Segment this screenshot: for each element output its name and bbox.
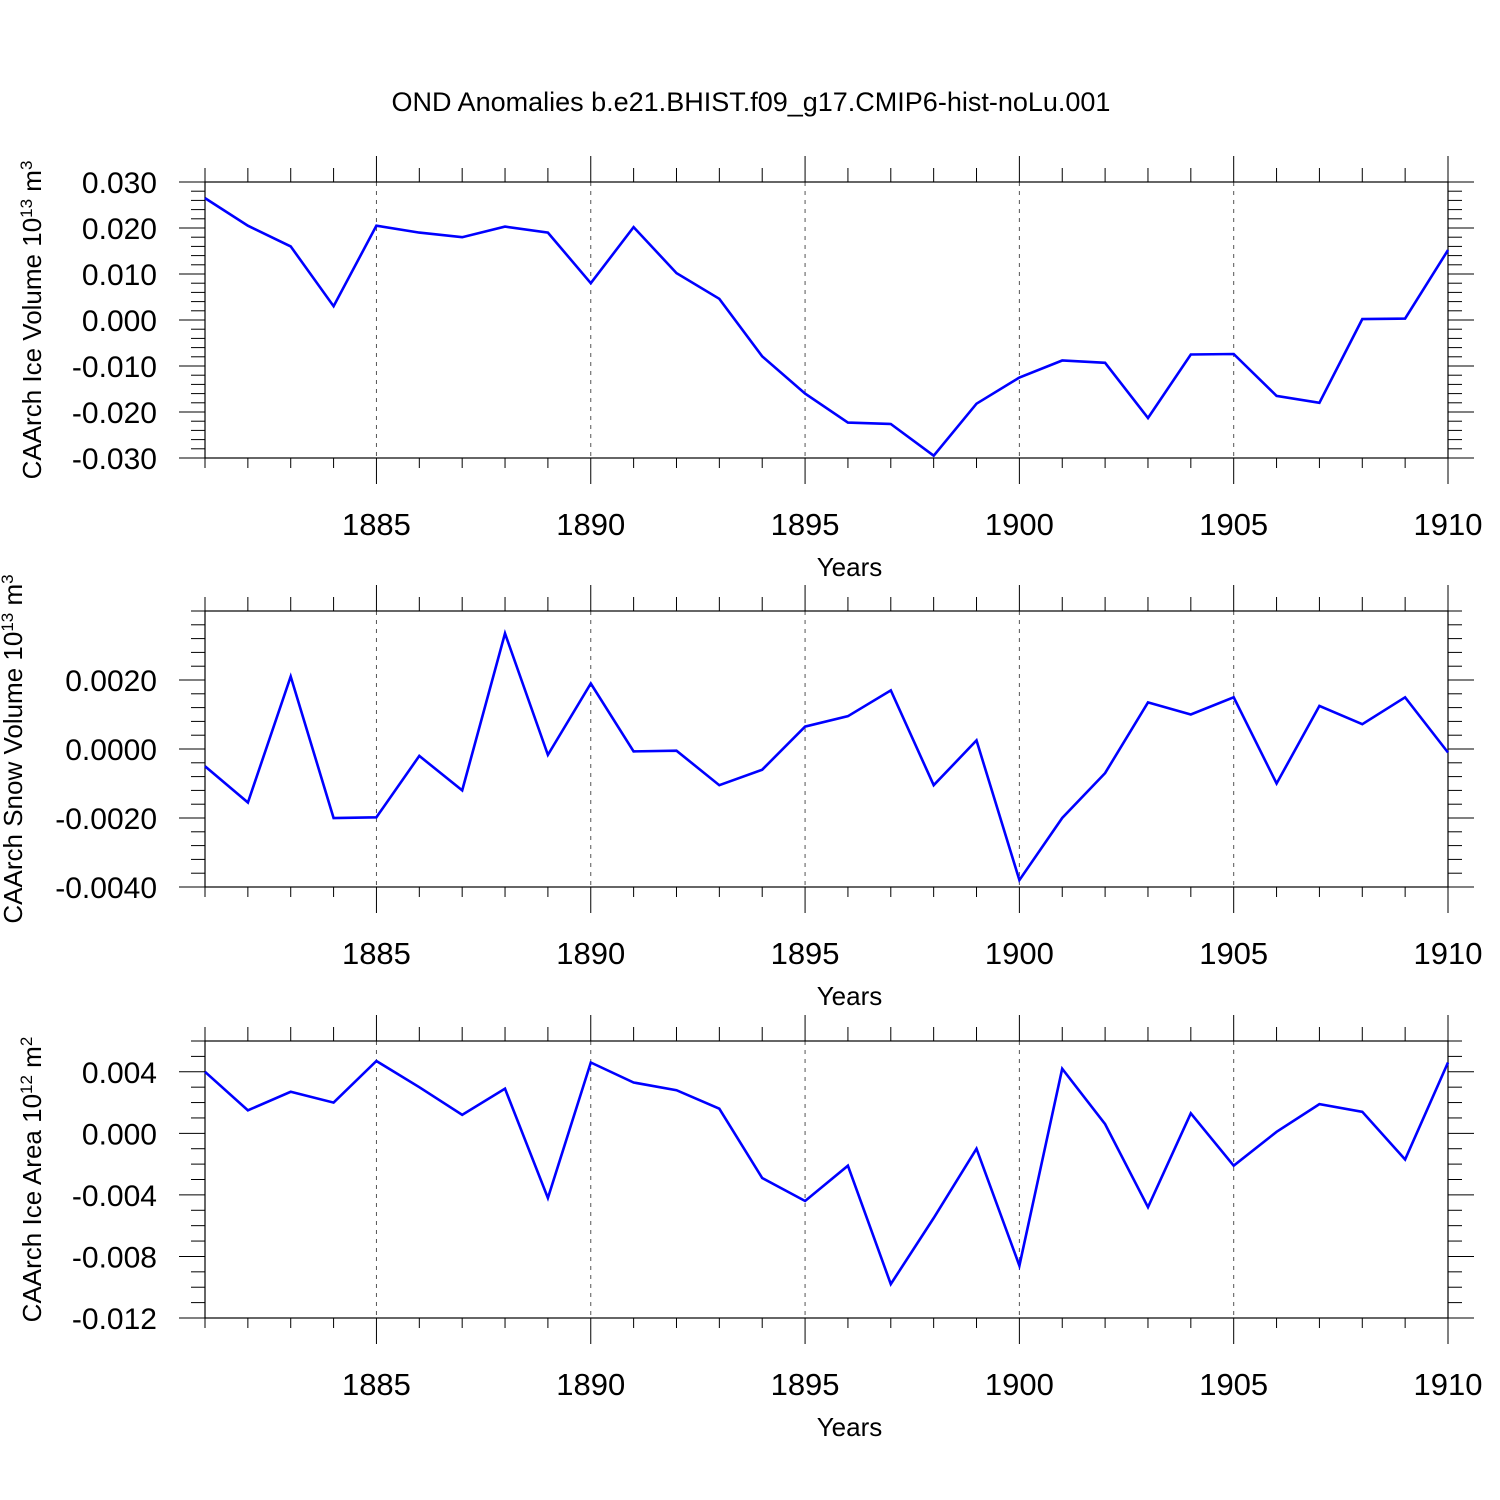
panel-2: -0.0040 -0.0020 0.0000 0.0020 1885 1890 1895 19… — [0, 574, 1482, 1011]
y-tick-label: 0.0000 — [65, 734, 157, 767]
y-tick-label: -0.020 — [72, 397, 157, 430]
x-tick-label: 1895 — [771, 1367, 840, 1402]
x-axis-label: Years — [817, 552, 883, 582]
y-axis-label: CAArch Ice Area 1012 m2 — [17, 1037, 48, 1323]
series-line — [204, 1059, 1450, 1287]
y-axis-label: CAArch Snow Volume 1013 m3 — [0, 574, 28, 923]
x-tick-label: 1910 — [1414, 507, 1483, 542]
x-tick-label: 1890 — [556, 1367, 625, 1402]
series-line — [204, 197, 1450, 458]
x-tick-label: 1895 — [771, 936, 840, 971]
panels: -0.030 -0.020 -0.010 0.000 0.010 0.020 0.030 18… — [0, 156, 1482, 1442]
y-axis-label: CAArch Ice Volume 1013 m3 — [17, 161, 48, 480]
x-tick-label: 1885 — [342, 507, 411, 542]
y-tick-label: -0.010 — [72, 351, 157, 384]
y-tick-label: 0.000 — [82, 1118, 157, 1151]
x-tick-label: 1895 — [771, 507, 840, 542]
x-tick-label: 1905 — [1199, 507, 1268, 542]
x-tick-label: 1885 — [342, 936, 411, 971]
x-tick-label: 1900 — [985, 507, 1054, 542]
y-tick-label: 0.030 — [82, 167, 157, 200]
y-tick-label: 0.004 — [82, 1057, 157, 1090]
y-tick-label: -0.008 — [72, 1241, 157, 1274]
x-tick-label: 1905 — [1199, 936, 1268, 971]
x-tick-label: 1900 — [985, 1367, 1054, 1402]
chart-title: OND Anomalies b.e21.BHIST.f09_g17.CMIP6-… — [392, 87, 1111, 117]
y-tick-label: -0.0040 — [55, 872, 157, 905]
y-tick-label: -0.004 — [72, 1180, 157, 1213]
y-tick-label: -0.012 — [72, 1303, 157, 1336]
x-axis-label: Years — [817, 981, 883, 1011]
x-tick-label: 1890 — [556, 936, 625, 971]
y-tick-label: 0.010 — [82, 259, 157, 292]
x-tick-label: 1885 — [342, 1367, 411, 1402]
x-axis-label: Years — [817, 1412, 883, 1442]
panel-1: -0.030 -0.020 -0.010 0.000 0.010 0.020 0.030 18… — [17, 156, 1483, 582]
x-tick-label: 1905 — [1199, 1367, 1268, 1402]
y-tick-label: 0.000 — [82, 305, 157, 338]
x-tick-label: 1900 — [985, 936, 1054, 971]
x-tick-label: 1910 — [1414, 1367, 1483, 1402]
y-tick-label: 0.020 — [82, 213, 157, 246]
x-tick-label: 1910 — [1414, 936, 1483, 971]
x-tick-label: 1890 — [556, 507, 625, 542]
series-line — [204, 629, 1450, 884]
y-tick-label: 0.0020 — [65, 665, 157, 698]
panel-3: -0.012 -0.008 -0.004 0.000 0.004 1885 1890 1895… — [17, 1015, 1483, 1442]
y-tick-label: -0.0020 — [55, 803, 157, 836]
y-tick-label: -0.030 — [72, 443, 157, 476]
